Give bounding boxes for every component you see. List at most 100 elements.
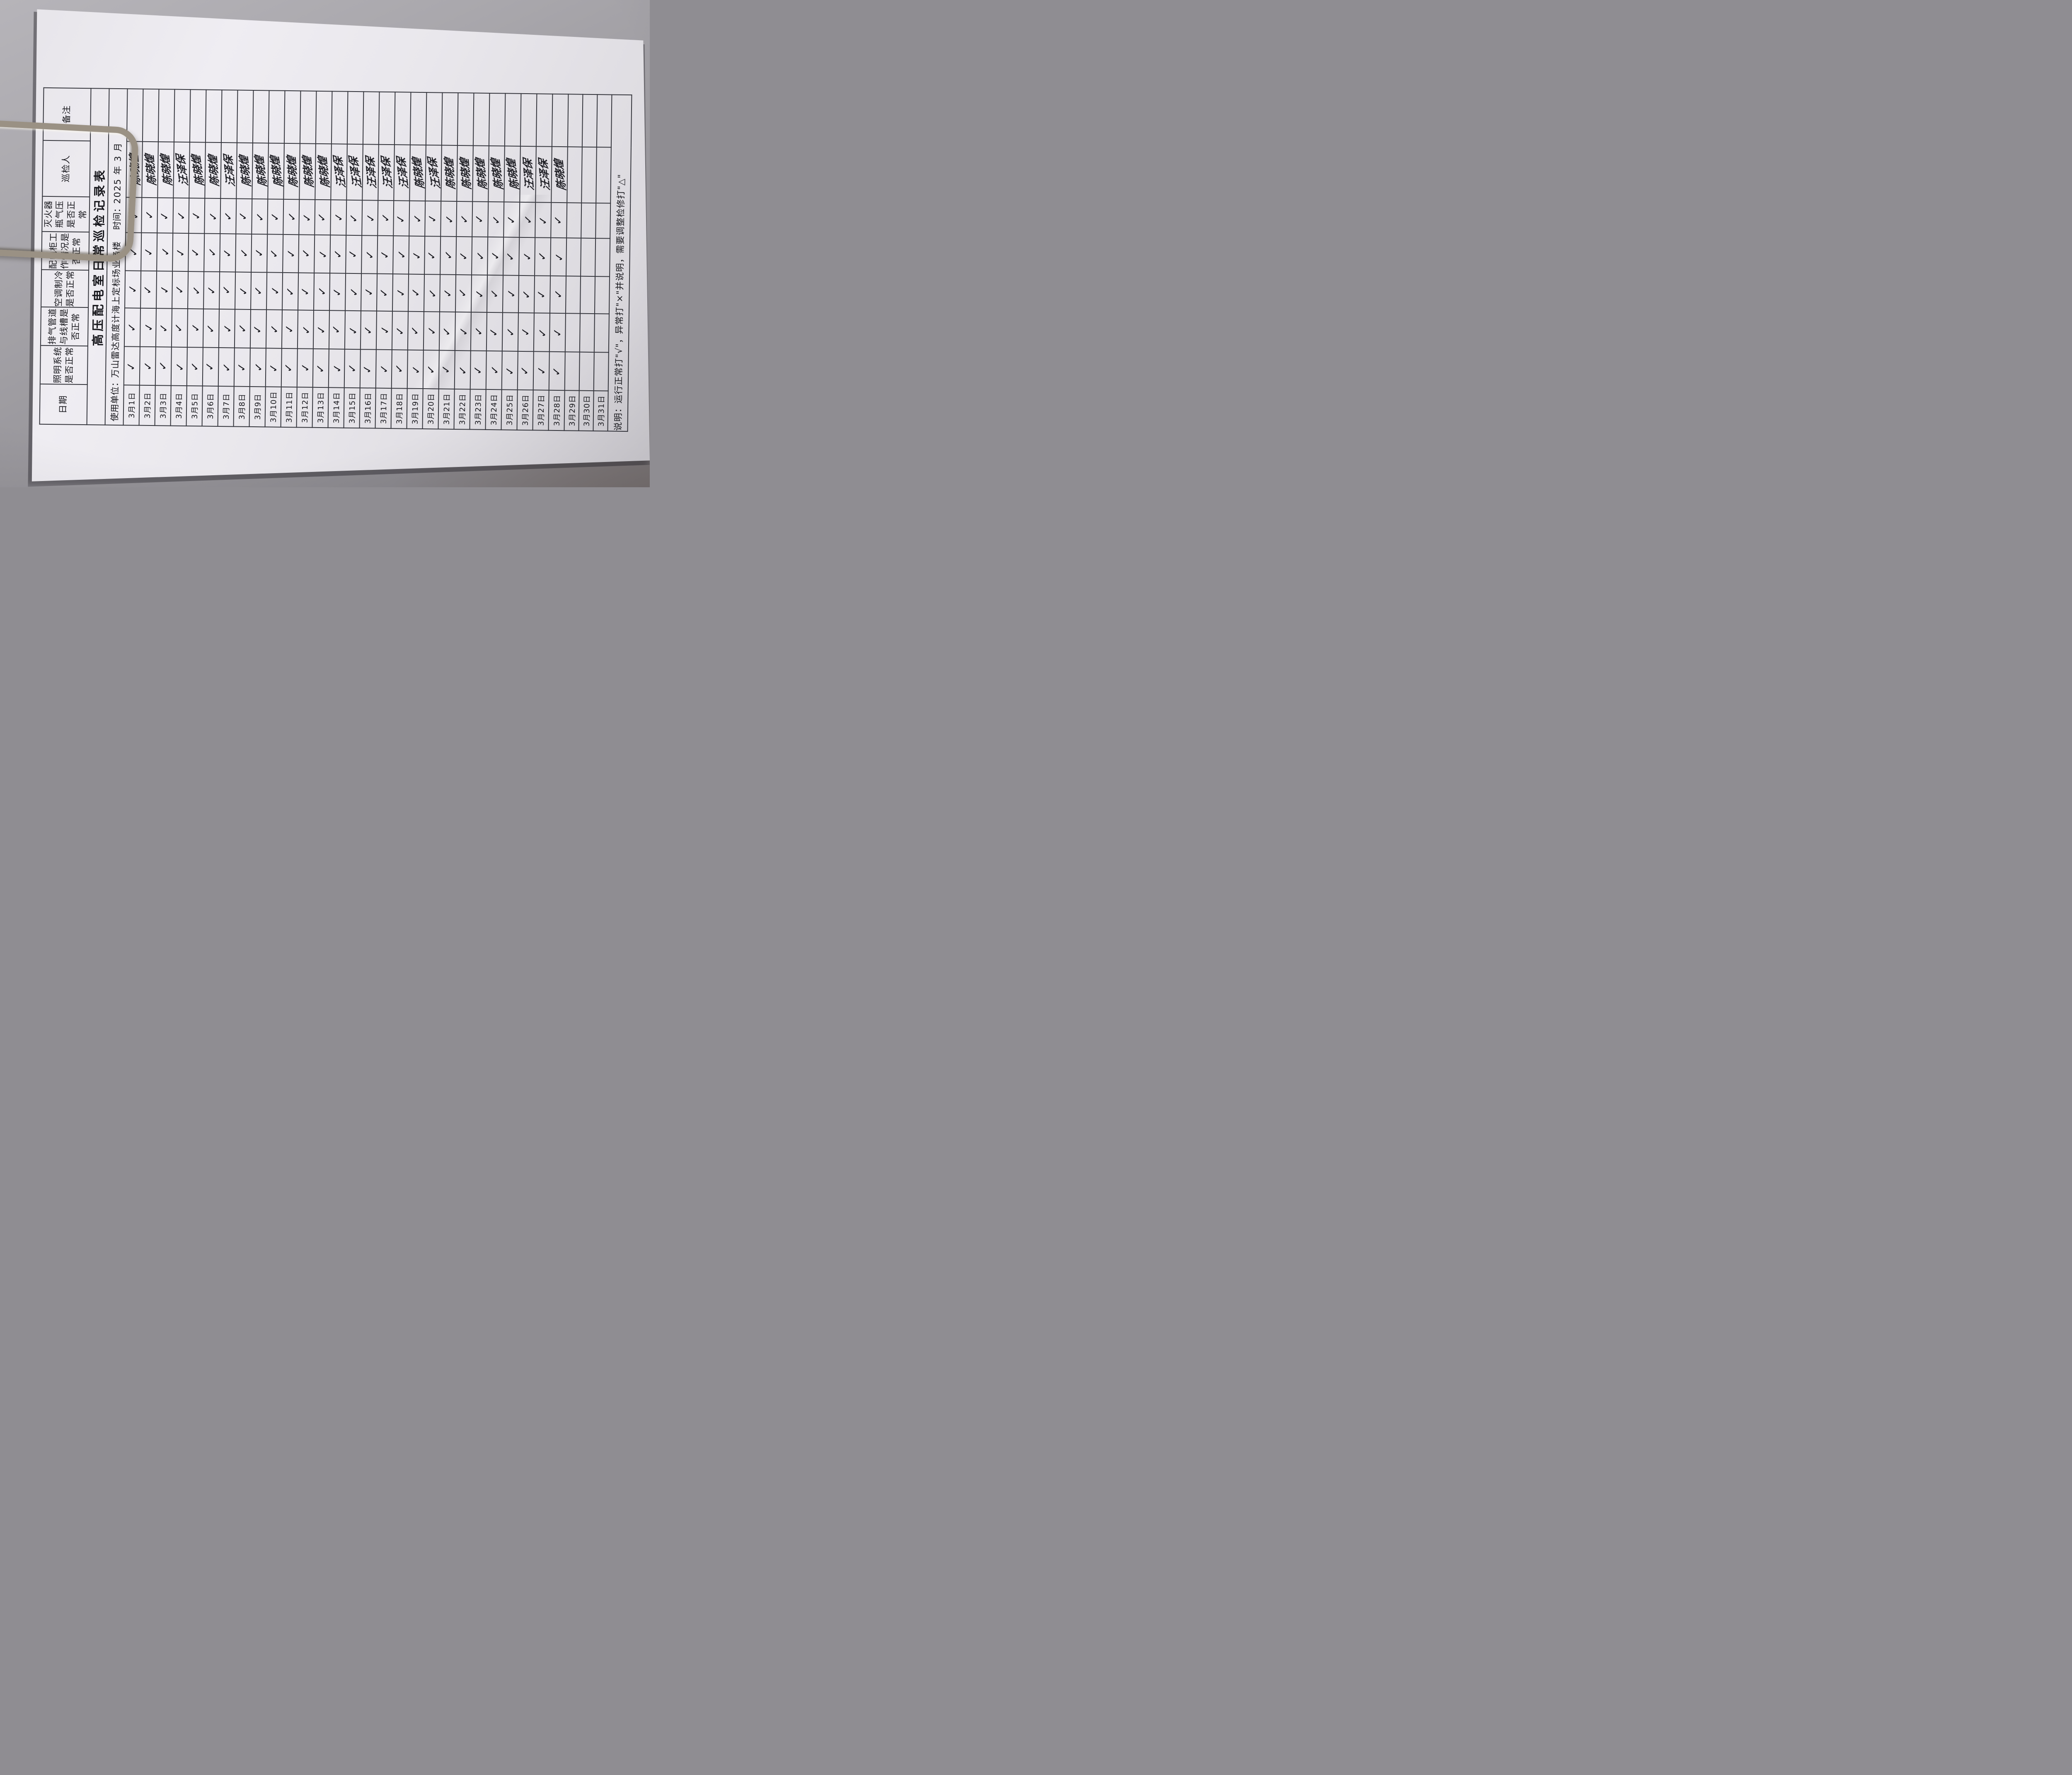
inspector-cell: 陈晓煌 (315, 143, 332, 200)
check-mark: ✓ (300, 213, 314, 223)
check-mark: ✓ (362, 286, 376, 297)
paper-sheet (31, 9, 650, 481)
inspector-cell: 陈晓煌 (441, 145, 457, 202)
check-mark: ✓ (189, 285, 204, 296)
clipboard-clip-handle (0, 119, 140, 263)
check-cell-lighting: ✓ (123, 346, 140, 385)
inspector-cell: 陈晓煌 (236, 143, 253, 199)
check-mark: ✓ (269, 285, 282, 296)
check-mark: ✓ (346, 325, 360, 336)
check-cell-extinguisher: ✓ (393, 201, 410, 236)
check-mark: ✓ (203, 323, 218, 334)
check-cell-lighting: ✓ (533, 351, 549, 390)
check-cell-ac: ✓ (487, 275, 503, 313)
remark-cell (284, 90, 301, 144)
check-cell-ac: ✓ (251, 272, 267, 310)
check-cell-cabinet: ✓ (298, 235, 315, 273)
check-cell-ac: ✓ (455, 274, 472, 312)
check-mark: ✓ (299, 248, 313, 259)
inspector-cell (581, 147, 597, 203)
check-mark: ✓ (157, 323, 171, 333)
check-cell-cabinet: ✓ (346, 235, 362, 274)
photo-scene: 高压配电室日常巡检记录表 使用单位： 万山雷达高度计海上定标场业务楼 时间： 2… (0, 0, 650, 487)
check-cell-extinguisher: ✓ (204, 198, 221, 234)
inspector-cell: 汪泽保 (394, 145, 411, 201)
check-cell-duct: ✓ (124, 308, 141, 347)
check-mark: ✓ (221, 248, 234, 258)
column-header-date: 日期 (39, 384, 87, 425)
remark-cell (331, 91, 348, 144)
check-cell-extinguisher: ✓ (252, 198, 268, 235)
remark-cell (237, 90, 254, 143)
date-cell: 3月29日 (564, 390, 579, 431)
check-mark: ✓ (456, 365, 470, 376)
check-mark: ✓ (124, 361, 138, 372)
check-cell-extinguisher: ✓ (535, 202, 552, 238)
check-cell-cabinet: ✓ (361, 235, 378, 274)
check-cell-ac: ✓ (408, 274, 425, 312)
check-cell-lighting: ✓ (407, 350, 424, 389)
check-mark: ✓ (267, 248, 281, 259)
remark-cell (582, 94, 598, 148)
check-mark: ✓ (361, 325, 375, 335)
check-cell-extinguisher: ✓ (519, 202, 536, 238)
check-cell-extinguisher (595, 203, 611, 239)
check-cell-ac (580, 276, 595, 314)
check-cell-ac: ✓ (549, 276, 566, 314)
check-cell-extinguisher (566, 203, 582, 238)
check-cell-extinguisher: ✓ (299, 199, 315, 235)
check-mark: ✓ (221, 210, 235, 222)
check-mark: ✓ (535, 251, 549, 262)
check-mark: ✓ (378, 324, 392, 336)
column-header-lighting: 照明系统是否正常 (40, 345, 88, 385)
check-mark: ✓ (143, 210, 156, 220)
check-cell-duct: ✓ (549, 313, 566, 352)
check-mark: ✓ (425, 213, 440, 224)
check-mark: ✓ (235, 323, 250, 334)
check-cell-lighting: ✓ (297, 348, 313, 387)
check-mark: ✓ (126, 283, 140, 295)
check-cell-duct: ✓ (455, 312, 471, 351)
check-mark: ✓ (188, 361, 202, 372)
check-cell-lighting: ✓ (249, 348, 266, 387)
check-mark: ✓ (219, 284, 234, 296)
check-mark: ✓ (331, 249, 345, 259)
check-cell-ac: ✓ (518, 275, 535, 313)
check-cell-extinguisher: ✓ (425, 201, 441, 237)
check-mark: ✓ (235, 362, 249, 372)
check-mark: ✓ (521, 214, 535, 225)
check-cell-ac: ✓ (140, 271, 157, 309)
inspector-cell: 陈晓煌 (299, 143, 316, 200)
inspector-cell: 汪泽保 (535, 146, 552, 203)
check-cell-cabinet: ✓ (550, 237, 567, 276)
check-mark: ✓ (409, 288, 423, 297)
check-cell-lighting: ✓ (470, 351, 487, 389)
inspector-cell: 陈晓煌 (472, 145, 489, 202)
check-cell-extinguisher: ✓ (378, 200, 394, 236)
check-cell-ac: ✓ (203, 271, 220, 310)
remark-cell (489, 93, 506, 146)
date-cell: 3月22日 (454, 389, 470, 430)
check-cell-duct: ✓ (218, 309, 235, 348)
unit-label: 使用单位： (109, 377, 120, 422)
check-cell-extinguisher: ✓ (456, 201, 473, 237)
check-cell-ac: ✓ (376, 273, 393, 312)
date-cell: 3月14日 (328, 387, 344, 428)
check-mark: ✓ (360, 364, 375, 375)
inspector-signature: 陈晓煌 (443, 157, 457, 190)
date-cell: 3月7日 (218, 386, 234, 427)
check-cell-cabinet: ✓ (377, 235, 394, 274)
check-cell-ac: ✓ (392, 274, 409, 312)
check-mark: ✓ (364, 213, 378, 223)
check-mark: ✓ (503, 365, 517, 376)
note-row: 说明：运行正常打"√"，异常打"×"并说明，需要调整检修打"△" (608, 94, 632, 432)
check-mark: ✓ (347, 287, 361, 297)
check-mark: ✓ (520, 289, 533, 300)
check-mark: ✓ (174, 210, 188, 221)
check-cell-extinguisher: ✓ (315, 199, 331, 235)
check-cell-duct: ✓ (297, 310, 314, 349)
check-cell-ac: ✓ (313, 273, 330, 311)
date-cell: 3月17日 (375, 388, 392, 429)
check-mark: ✓ (315, 286, 329, 297)
check-mark: ✓ (252, 362, 266, 372)
